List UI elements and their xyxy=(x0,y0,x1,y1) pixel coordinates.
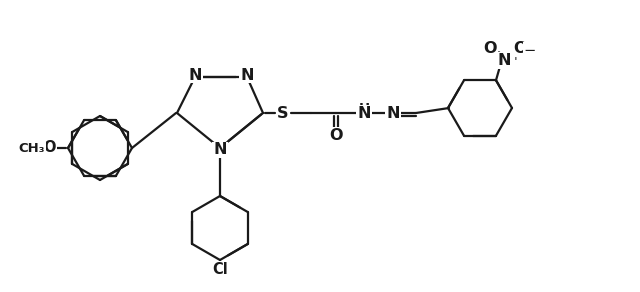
Text: +: + xyxy=(511,50,521,63)
Text: N: N xyxy=(497,53,511,68)
Text: −: − xyxy=(524,43,536,58)
Text: N: N xyxy=(188,67,202,83)
Text: H: H xyxy=(358,102,369,114)
Text: N: N xyxy=(213,142,227,157)
Text: S: S xyxy=(277,105,289,121)
Text: O: O xyxy=(44,140,56,156)
Text: N: N xyxy=(357,105,371,121)
Text: N: N xyxy=(387,105,400,121)
Text: CH₃: CH₃ xyxy=(19,142,45,154)
Text: O: O xyxy=(513,41,527,56)
Text: O: O xyxy=(483,41,497,56)
Text: O: O xyxy=(329,128,343,142)
Text: N: N xyxy=(240,67,253,83)
Text: Cl: Cl xyxy=(212,262,228,277)
